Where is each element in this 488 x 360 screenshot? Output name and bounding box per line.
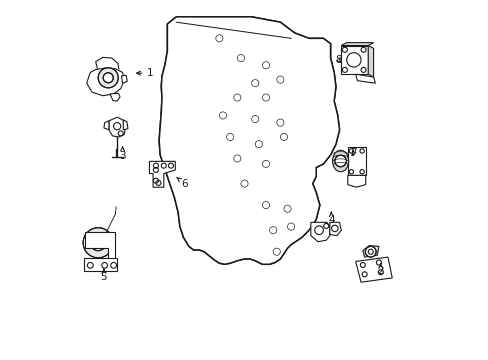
Polygon shape	[104, 121, 109, 130]
Polygon shape	[149, 161, 175, 187]
Polygon shape	[355, 257, 391, 282]
Polygon shape	[347, 147, 365, 175]
Text: 6: 6	[176, 177, 188, 189]
Circle shape	[98, 68, 118, 88]
Polygon shape	[355, 74, 375, 83]
Text: 3: 3	[119, 147, 125, 161]
Polygon shape	[341, 45, 367, 74]
Circle shape	[334, 155, 346, 167]
Text: 7: 7	[349, 148, 356, 158]
Polygon shape	[362, 246, 378, 257]
Polygon shape	[329, 222, 341, 235]
Text: 4: 4	[327, 212, 334, 225]
Polygon shape	[159, 17, 339, 264]
Polygon shape	[159, 17, 339, 264]
Polygon shape	[347, 175, 365, 187]
Polygon shape	[310, 222, 329, 242]
Text: 1: 1	[136, 68, 154, 78]
Polygon shape	[341, 42, 373, 45]
Text: 8: 8	[334, 55, 341, 65]
Polygon shape	[85, 232, 115, 259]
Polygon shape	[121, 75, 127, 83]
Polygon shape	[123, 120, 128, 130]
Circle shape	[103, 73, 113, 83]
Polygon shape	[83, 258, 117, 271]
Polygon shape	[367, 45, 373, 77]
Circle shape	[83, 228, 113, 258]
Circle shape	[365, 246, 375, 257]
Circle shape	[90, 235, 106, 251]
Text: 5: 5	[101, 269, 107, 282]
Polygon shape	[110, 93, 120, 101]
Polygon shape	[86, 68, 124, 96]
Text: 2: 2	[377, 264, 383, 276]
Polygon shape	[109, 117, 125, 137]
Ellipse shape	[332, 150, 348, 172]
